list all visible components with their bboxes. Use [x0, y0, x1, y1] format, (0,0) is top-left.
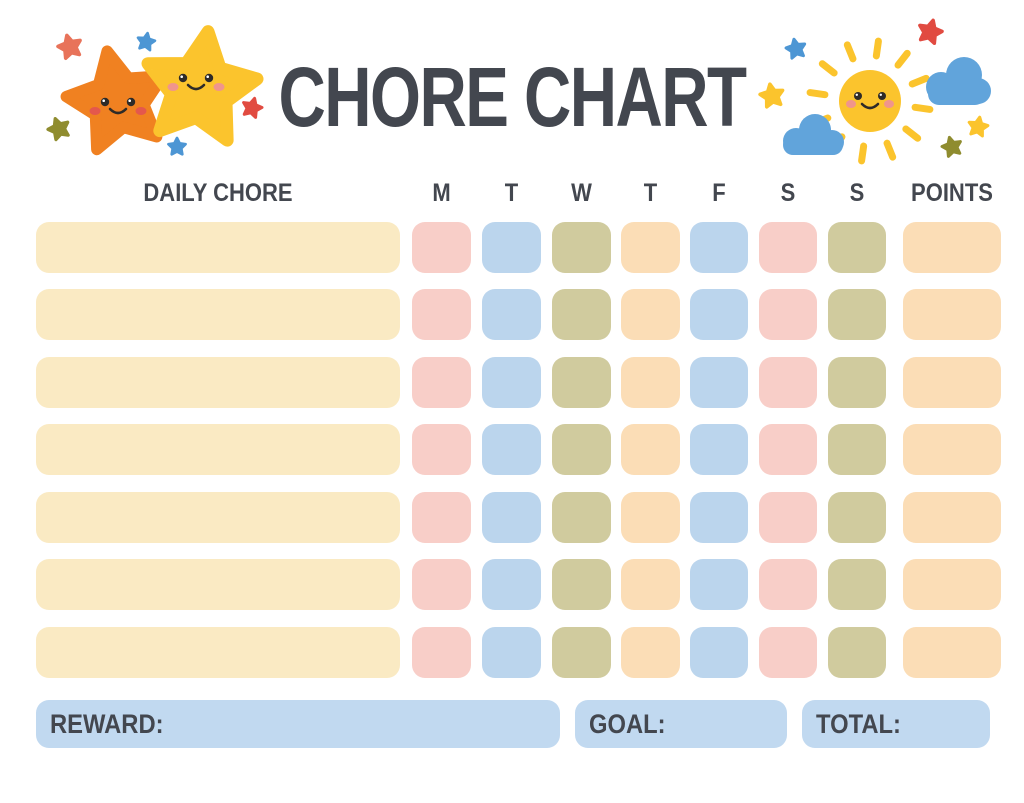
chore-name-cell[interactable]	[36, 289, 400, 340]
day-cell-tue[interactable]	[482, 357, 541, 408]
day-cell-fri[interactable]	[690, 424, 748, 475]
day-cell-wed[interactable]	[552, 424, 611, 475]
day-cell-sat[interactable]	[759, 627, 817, 678]
cloud-icon	[926, 57, 991, 105]
day-cell-mon[interactable]	[412, 559, 471, 610]
reward-box[interactable]: REWARD:	[36, 700, 560, 748]
total-label: TOTAL:	[816, 708, 901, 739]
day-cell-sun[interactable]	[828, 357, 886, 408]
day-cell-sat[interactable]	[759, 222, 817, 273]
day-cell-thu[interactable]	[621, 289, 680, 340]
yellow-star-icon	[139, 24, 263, 143]
day-cell-thu[interactable]	[621, 627, 680, 678]
day-cell-tue[interactable]	[482, 222, 541, 273]
points-cell[interactable]	[903, 289, 1001, 340]
chore-row	[0, 627, 1024, 678]
page-title: CHORE CHART	[278, 50, 748, 144]
sun-clouds-decoration	[752, 15, 1002, 165]
day-cell-tue[interactable]	[482, 559, 541, 610]
points-cell[interactable]	[903, 424, 1001, 475]
day-cell-mon[interactable]	[412, 289, 471, 340]
points-cell[interactable]	[903, 627, 1001, 678]
day-cell-sat[interactable]	[759, 289, 817, 340]
chore-row	[0, 289, 1024, 340]
column-header-tuesday: T	[504, 179, 519, 207]
column-header-points: POINTS	[911, 179, 993, 207]
day-cell-sat[interactable]	[759, 357, 817, 408]
column-header-friday: F	[712, 179, 726, 207]
chore-row	[0, 492, 1024, 543]
day-cell-fri[interactable]	[690, 222, 748, 273]
day-cell-mon[interactable]	[412, 357, 471, 408]
day-cell-thu[interactable]	[621, 222, 680, 273]
day-cell-tue[interactable]	[482, 424, 541, 475]
chore-name-cell[interactable]	[36, 357, 400, 408]
chore-row	[0, 559, 1024, 610]
day-cell-tue[interactable]	[482, 289, 541, 340]
orange-star-icon	[59, 41, 175, 154]
sun-icon	[806, 37, 934, 165]
column-header-monday: M	[432, 179, 451, 207]
day-cell-sat[interactable]	[759, 492, 817, 543]
goal-box[interactable]: GOAL:	[575, 700, 787, 748]
chore-row	[0, 222, 1024, 273]
chore-name-cell[interactable]	[36, 222, 400, 273]
reward-label: REWARD:	[50, 708, 164, 739]
day-cell-wed[interactable]	[552, 492, 611, 543]
day-cell-wed[interactable]	[552, 627, 611, 678]
day-cell-wed[interactable]	[552, 222, 611, 273]
chore-row	[0, 424, 1024, 475]
chore-name-cell[interactable]	[36, 627, 400, 678]
day-cell-fri[interactable]	[690, 559, 748, 610]
day-cell-thu[interactable]	[621, 492, 680, 543]
stars-decoration	[40, 22, 270, 162]
chore-name-cell[interactable]	[36, 492, 400, 543]
day-cell-mon[interactable]	[412, 492, 471, 543]
points-cell[interactable]	[903, 559, 1001, 610]
day-cell-sun[interactable]	[828, 492, 886, 543]
day-cell-mon[interactable]	[412, 627, 471, 678]
column-header-wednesday: W	[571, 179, 592, 207]
column-header-sunday: S	[849, 179, 865, 207]
day-cell-thu[interactable]	[621, 357, 680, 408]
day-cell-sun[interactable]	[828, 627, 886, 678]
column-header-saturday: S	[780, 179, 796, 207]
day-cell-sat[interactable]	[759, 424, 817, 475]
cloud-icon	[783, 114, 844, 155]
column-header-thursday: T	[643, 179, 658, 207]
day-cell-mon[interactable]	[412, 424, 471, 475]
day-cell-wed[interactable]	[552, 559, 611, 610]
column-header-daily-chore: DAILY CHORE	[143, 179, 293, 207]
day-cell-fri[interactable]	[690, 492, 748, 543]
day-cell-fri[interactable]	[690, 289, 748, 340]
day-cell-thu[interactable]	[621, 424, 680, 475]
points-cell[interactable]	[903, 222, 1001, 273]
day-cell-sun[interactable]	[828, 289, 886, 340]
day-cell-tue[interactable]	[482, 627, 541, 678]
day-cell-sun[interactable]	[828, 559, 886, 610]
chore-name-cell[interactable]	[36, 424, 400, 475]
day-cell-sat[interactable]	[759, 559, 817, 610]
goal-label: GOAL:	[589, 708, 666, 739]
total-box[interactable]: TOTAL:	[802, 700, 990, 748]
day-cell-tue[interactable]	[482, 492, 541, 543]
day-cell-sun[interactable]	[828, 222, 886, 273]
points-cell[interactable]	[903, 492, 1001, 543]
day-cell-wed[interactable]	[552, 289, 611, 340]
chore-name-cell[interactable]	[36, 559, 400, 610]
day-cell-mon[interactable]	[412, 222, 471, 273]
day-cell-fri[interactable]	[690, 357, 748, 408]
day-cell-thu[interactable]	[621, 559, 680, 610]
points-cell[interactable]	[903, 357, 1001, 408]
chore-row	[0, 357, 1024, 408]
day-cell-sun[interactable]	[828, 424, 886, 475]
day-cell-fri[interactable]	[690, 627, 748, 678]
day-cell-wed[interactable]	[552, 357, 611, 408]
